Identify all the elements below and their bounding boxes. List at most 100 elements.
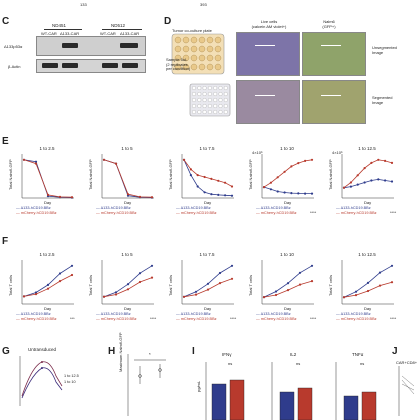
panel-e-letter: E — [2, 136, 9, 147]
data-point — [46, 287, 50, 290]
data-point — [262, 186, 266, 189]
legend-entry: — Δ133-hCD19.BBz — [176, 312, 211, 316]
chart-title: 1 to 12.5 — [358, 146, 376, 151]
data-point — [114, 293, 118, 296]
imaging-well — [218, 104, 223, 108]
imaging-well — [197, 104, 202, 108]
data-point — [217, 179, 220, 182]
legend-entry: — Δ133-hCD19.BBz — [176, 206, 211, 210]
legend-entry: — Δ133-hCD19.BBz — [256, 206, 291, 210]
imaging-well — [213, 86, 218, 90]
data-point — [283, 170, 286, 173]
group-label-2: ND512 — [111, 23, 126, 28]
plate-well — [206, 45, 214, 53]
data-point — [217, 193, 220, 196]
line-chart — [21, 260, 74, 305]
chart-title: 1 to 2.5 — [39, 146, 55, 151]
chart-axes — [101, 154, 154, 199]
data-point — [377, 178, 380, 181]
series-line — [343, 159, 393, 189]
chart-xlabel: Day — [204, 200, 212, 205]
data-point — [230, 277, 234, 280]
data-point — [304, 192, 307, 195]
legend-entry: — mCherry-hCD19.BBz — [256, 317, 297, 321]
imaging-well — [202, 110, 207, 114]
legend-entry: — mCherry-hCD19.BBz — [16, 317, 57, 321]
series-line — [263, 159, 313, 188]
data-point — [378, 284, 382, 287]
blot-band — [42, 63, 58, 68]
chart-axes — [341, 260, 394, 305]
line-chart — [101, 260, 154, 305]
plate-well — [214, 36, 222, 44]
data-point — [370, 161, 373, 164]
data-point — [150, 196, 154, 199]
imaging-well — [197, 86, 202, 90]
panel-i-sig-2: ns — [296, 361, 301, 366]
series-line — [343, 178, 393, 189]
data-point — [230, 185, 234, 188]
data-point — [262, 296, 266, 299]
imaging-well — [197, 110, 202, 114]
data-point — [363, 167, 366, 170]
line-chart — [261, 154, 314, 199]
series-line — [23, 265, 73, 297]
imaging-well — [197, 98, 202, 102]
data-point — [150, 276, 154, 279]
panel-j-title: CAR+CD8+ — [396, 360, 418, 365]
significance-mark: **** — [230, 316, 237, 321]
plate-well — [214, 54, 222, 62]
legend-entry: — Δ133-hCD19.BBz — [96, 206, 131, 210]
panel-j-letter: J — [392, 346, 398, 357]
panel-h-ylabel: Maximum Nalm6-GFP — [118, 332, 123, 372]
chart-ylabel: Total T cells — [248, 275, 253, 296]
plate-well — [190, 63, 198, 71]
data-point — [210, 193, 213, 196]
data-point — [203, 175, 206, 179]
imaging-well — [223, 110, 228, 114]
legend-entry: — mCherry-hCD19.BBz — [176, 317, 217, 321]
imaging-well — [223, 98, 228, 102]
imaging-well — [213, 110, 218, 114]
imaging-well — [223, 92, 228, 96]
legend-entry: — Δ133-hCD19.BBz — [16, 206, 51, 210]
chart-ylabel: Total T cells — [328, 275, 333, 296]
chart-xlabel: Day — [364, 200, 372, 205]
chart-title: 1 to 7.5 — [199, 252, 215, 257]
imaging-well — [197, 92, 202, 96]
data-point — [189, 174, 192, 177]
imaging-plate-diagram — [189, 83, 231, 117]
chart-title: 1 to 12.5 — [358, 252, 376, 257]
data-point — [390, 161, 394, 164]
imaging-well — [202, 86, 207, 90]
plate-label: Tumor co-culture plate — [172, 28, 212, 33]
data-point — [206, 282, 210, 285]
series-line — [183, 159, 233, 197]
data-point — [342, 296, 346, 299]
legend-entry: — mCherry-hCD19.BBz — [16, 211, 57, 215]
series-line — [103, 265, 153, 298]
data-point — [356, 183, 359, 186]
blot-strip-bottom — [36, 59, 146, 73]
series-line — [343, 281, 393, 298]
data-point — [286, 289, 290, 292]
data-point — [150, 264, 154, 267]
chart-ylabel: Total Nalm6-GFP — [8, 159, 13, 190]
plate-well — [174, 54, 182, 62]
plate-well — [190, 36, 198, 44]
series-line — [103, 159, 153, 198]
data-point — [310, 280, 314, 283]
panel-i-letter: I — [192, 346, 195, 357]
data-point — [102, 158, 106, 161]
series-line — [183, 159, 233, 187]
plate-well — [198, 36, 206, 44]
panel-c-letter: C — [2, 16, 10, 27]
data-point — [126, 283, 130, 286]
significance-mark: **** — [150, 316, 157, 321]
legend-entry: — Δ133-hCD19.BBz — [16, 312, 51, 316]
legend-entry: — mCherry-hCD19.BBz — [96, 211, 137, 215]
data-point — [370, 179, 373, 182]
group-underline-2 — [102, 29, 142, 30]
data-point — [182, 295, 186, 298]
chart-axes — [261, 154, 314, 199]
